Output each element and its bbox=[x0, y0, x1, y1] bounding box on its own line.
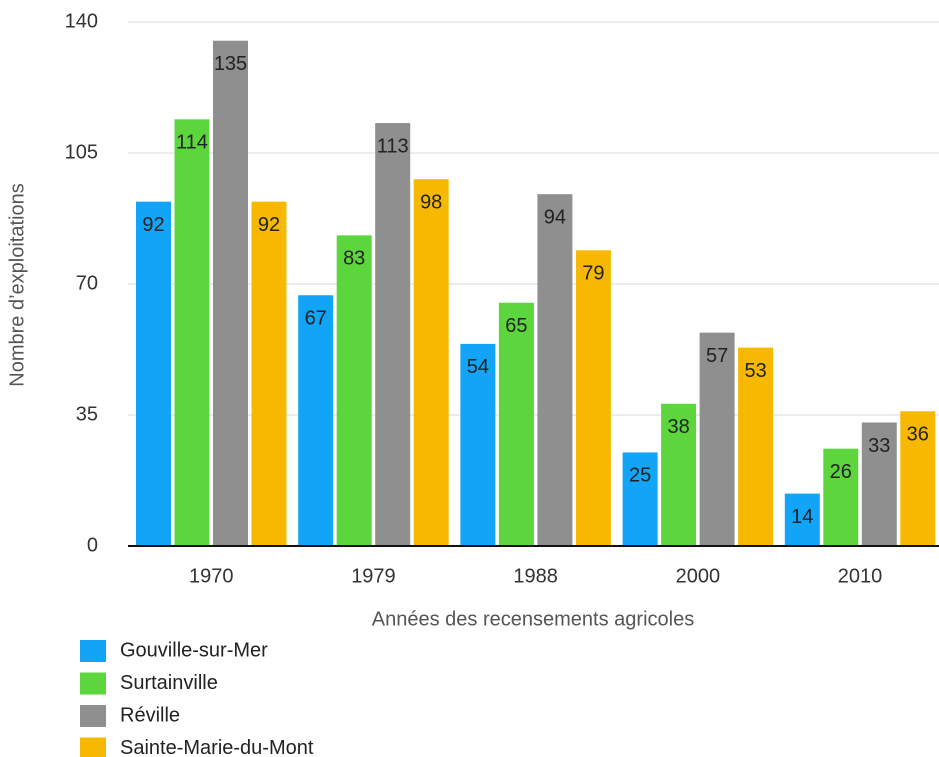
bar bbox=[823, 448, 859, 546]
bar bbox=[460, 343, 496, 546]
y-axis-title: Nombre d’exploitations bbox=[6, 183, 28, 386]
y-tick-label: 35 bbox=[76, 403, 98, 425]
x-tick-label: 1988 bbox=[513, 565, 558, 587]
bar bbox=[251, 201, 287, 546]
legend-label: Gouville-sur-Mer bbox=[120, 639, 268, 661]
x-tick-label: 2010 bbox=[838, 565, 883, 587]
data-label: 92 bbox=[258, 214, 280, 236]
legend-swatch bbox=[80, 705, 106, 727]
data-label: 113 bbox=[377, 135, 409, 157]
legend-label: Sainte-Marie-du-Mont bbox=[120, 737, 314, 757]
data-label: 65 bbox=[505, 315, 527, 337]
bar bbox=[738, 347, 774, 546]
legend-swatch bbox=[80, 672, 106, 695]
y-tick-label: 140 bbox=[65, 10, 98, 32]
data-label: 25 bbox=[629, 465, 651, 487]
data-label: 26 bbox=[830, 461, 852, 483]
data-label: 94 bbox=[544, 206, 566, 228]
data-label: 114 bbox=[176, 132, 208, 154]
y-tick-label: 0 bbox=[87, 534, 98, 556]
legend-swatch bbox=[80, 640, 106, 662]
bar bbox=[661, 403, 697, 546]
data-label: 54 bbox=[467, 356, 489, 378]
bar bbox=[336, 235, 372, 547]
bar bbox=[537, 194, 573, 546]
bar bbox=[784, 493, 820, 546]
bar bbox=[861, 422, 897, 546]
bar bbox=[298, 295, 334, 546]
bar bbox=[699, 332, 735, 546]
legend-label: Surtainville bbox=[120, 672, 218, 694]
data-label: 79 bbox=[582, 263, 604, 285]
legend-swatch bbox=[80, 737, 106, 757]
y-tick-label: 70 bbox=[76, 272, 98, 294]
data-label: 135 bbox=[214, 53, 247, 75]
bar bbox=[413, 179, 449, 546]
x-axis-title: Années des recensements agricoles bbox=[372, 608, 694, 630]
y-tick-label: 105 bbox=[65, 141, 98, 163]
bar bbox=[375, 123, 411, 547]
bar bbox=[213, 40, 248, 546]
data-label: 53 bbox=[744, 360, 766, 382]
x-tick-label: 1970 bbox=[189, 565, 234, 587]
data-label: 67 bbox=[305, 308, 327, 330]
bar bbox=[575, 250, 611, 547]
data-label: 83 bbox=[343, 248, 365, 270]
x-tick-label: 1979 bbox=[351, 565, 396, 587]
bar bbox=[900, 411, 936, 546]
bar bbox=[136, 201, 171, 546]
x-tick-label: 2000 bbox=[676, 565, 721, 587]
data-label: 14 bbox=[791, 506, 813, 528]
bar bbox=[498, 302, 534, 546]
bar bbox=[622, 452, 658, 546]
data-label: 33 bbox=[868, 435, 890, 457]
data-label: 98 bbox=[420, 191, 442, 213]
bar bbox=[174, 119, 210, 547]
data-label: 57 bbox=[706, 345, 728, 367]
data-label: 36 bbox=[907, 424, 929, 446]
data-label: 92 bbox=[142, 214, 164, 236]
data-label: 38 bbox=[667, 416, 689, 438]
legend-label: Réville bbox=[120, 704, 180, 726]
